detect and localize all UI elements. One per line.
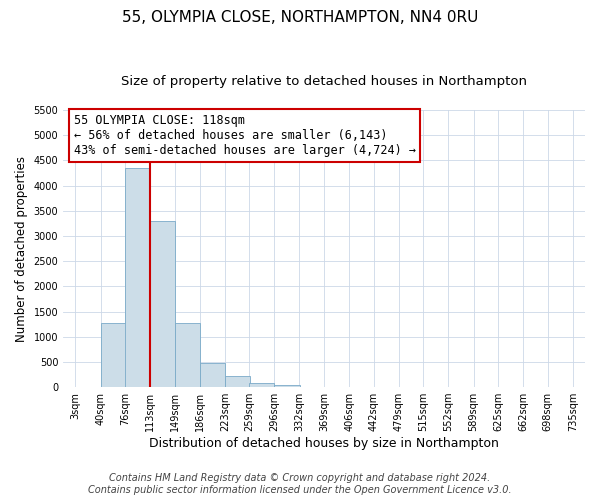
Bar <box>150 221 175 387</box>
Bar <box>175 323 200 387</box>
Bar <box>101 323 125 387</box>
X-axis label: Distribution of detached houses by size in Northampton: Distribution of detached houses by size … <box>149 437 499 450</box>
Bar <box>274 384 299 387</box>
Bar <box>125 168 150 387</box>
Y-axis label: Number of detached properties: Number of detached properties <box>15 156 28 342</box>
Bar <box>225 376 250 387</box>
Text: Contains HM Land Registry data © Crown copyright and database right 2024.
Contai: Contains HM Land Registry data © Crown c… <box>88 474 512 495</box>
Title: Size of property relative to detached houses in Northampton: Size of property relative to detached ho… <box>121 75 527 88</box>
Text: 55 OLYMPIA CLOSE: 118sqm
← 56% of detached houses are smaller (6,143)
43% of sem: 55 OLYMPIA CLOSE: 118sqm ← 56% of detach… <box>74 114 416 157</box>
Bar <box>250 383 274 387</box>
Text: 55, OLYMPIA CLOSE, NORTHAMPTON, NN4 0RU: 55, OLYMPIA CLOSE, NORTHAMPTON, NN4 0RU <box>122 10 478 25</box>
Bar <box>200 363 225 387</box>
